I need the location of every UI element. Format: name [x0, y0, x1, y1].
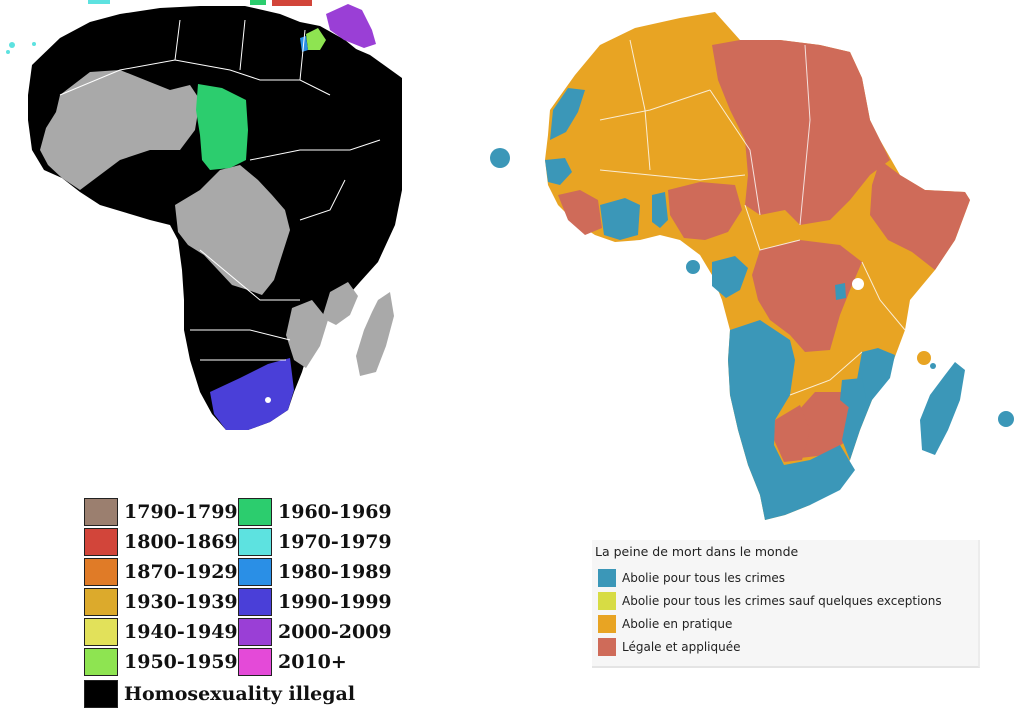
- north-africa-legal: [712, 40, 890, 225]
- right-map-borders: [599, 39, 906, 396]
- mozambique-grey: [286, 300, 328, 368]
- legend-swatch: [598, 615, 616, 633]
- rwanda-abolished: [835, 283, 846, 300]
- south-africa-1990s: [210, 358, 294, 430]
- legend-label: Légale et appliquée: [622, 640, 741, 654]
- europe-red-strip: [272, 0, 312, 6]
- europe-cyan-strip: [88, 0, 110, 4]
- island-dot: [32, 42, 36, 46]
- europe-green-strip: [250, 0, 266, 5]
- legend-label: Homosexuality illegal: [124, 683, 356, 705]
- southwest-legal: [774, 405, 810, 462]
- legend-swatch: [84, 680, 118, 708]
- legend-item: 1960-1969: [238, 497, 392, 527]
- west-africa-grey: [40, 70, 200, 190]
- legend-title: La peine de mort dans le monde: [595, 544, 799, 559]
- legend-item: 1940-1949: [84, 617, 238, 647]
- legend-item: Abolie en pratique: [598, 615, 732, 633]
- legend-label: 1950-1959: [124, 651, 238, 673]
- levant-green: [306, 28, 326, 50]
- legend-label: 1980-1989: [278, 561, 392, 583]
- left-map-borders: [59, 19, 381, 361]
- central-africa-grey: [175, 165, 290, 295]
- legend-swatch: [84, 528, 118, 556]
- homosexuality-legend: 1790-1799 1800-1869 1870-1929 1930-1939 …: [84, 497, 404, 713]
- legend-swatch: [238, 558, 272, 586]
- legend-label: Abolie pour tous les crimes: [622, 571, 786, 585]
- east-africa-grey: [322, 282, 358, 325]
- legend-item: Légale et appliquée: [598, 638, 741, 656]
- legend-swatch: [238, 648, 272, 676]
- legend-swatch: [84, 588, 118, 616]
- nigeria-legal: [668, 182, 742, 240]
- legend-label: 1870-1929: [124, 561, 238, 583]
- legend-swatch: [238, 618, 272, 646]
- legend-item: 1980-1989: [238, 557, 392, 587]
- legend-label: Abolie pour tous les crimes sauf quelque…: [622, 594, 942, 608]
- legend-label: 1960-1969: [278, 501, 392, 523]
- legend-swatch: [598, 638, 616, 656]
- middle-east-2000s: [326, 4, 376, 48]
- legend-swatch: [598, 569, 616, 587]
- central-legal: [752, 240, 862, 352]
- zimbabwe-abolished: [840, 378, 866, 410]
- legend-label: 1940-1949: [124, 621, 238, 643]
- legend-label: 1970-1979: [278, 531, 392, 553]
- legend-item: Homosexuality illegal: [84, 679, 355, 709]
- madagascar-abolished: [920, 362, 965, 455]
- gabon-abolished: [712, 256, 748, 298]
- ivory-coast-abolished: [600, 198, 640, 240]
- southern-africa-abolished: [728, 320, 855, 520]
- lake-dot: [852, 278, 864, 290]
- legend-item: Abolie pour tous les crimes sauf quelque…: [598, 592, 942, 610]
- horn-africa-legal: [870, 160, 970, 270]
- legend-swatch: [598, 592, 616, 610]
- arabia-landmass-left: [305, 30, 402, 150]
- legend-label: 1990-1999: [278, 591, 392, 613]
- mozambique-abolished: [842, 348, 895, 460]
- legend-label: 1790-1799: [124, 501, 238, 523]
- island-dot: [9, 42, 15, 48]
- cape-verde-island: [490, 148, 510, 168]
- legend-item: 1800-1869: [84, 527, 238, 557]
- legend-swatch: [84, 648, 118, 676]
- legend-label: 2000-2009: [278, 621, 392, 643]
- legend-item: 2010+: [238, 647, 347, 677]
- senegal-abolished: [545, 158, 572, 185]
- legend-swatch: [84, 618, 118, 646]
- sao-tome-island: [686, 260, 700, 274]
- legend-swatch: [238, 528, 272, 556]
- legend-item: 1930-1939: [84, 587, 238, 617]
- island-dot: [6, 50, 10, 54]
- legend-label: 1930-1939: [124, 591, 238, 613]
- seychelles-island: [930, 363, 936, 369]
- comoros-island: [917, 351, 931, 365]
- legend-item: 2000-2009: [238, 617, 392, 647]
- legend-swatch: [84, 558, 118, 586]
- legend-item: 1950-1959: [84, 647, 238, 677]
- west-coast-abolished: [550, 88, 585, 140]
- legend-item: Abolie pour tous les crimes: [598, 569, 785, 587]
- benin-abolished: [652, 192, 668, 228]
- island-dot: [265, 397, 271, 403]
- mauritius-island: [998, 411, 1014, 427]
- legend-swatch: [238, 498, 272, 526]
- death-penalty-legend: La peine de mort dans le monde Abolie po…: [592, 540, 980, 668]
- madagascar-grey: [356, 292, 394, 376]
- west-legal: [558, 190, 602, 235]
- legend-label: 1800-1869: [124, 531, 238, 553]
- legend-item: 1970-1979: [238, 527, 392, 557]
- legend-item: 1790-1799: [84, 497, 238, 527]
- legend-label: 2010+: [278, 651, 347, 673]
- chad-1960s: [196, 84, 248, 170]
- legend-swatch: [84, 498, 118, 526]
- legend-label: Abolie en pratique: [622, 617, 733, 631]
- legend-swatch: [238, 588, 272, 616]
- legend-item: 1870-1929: [84, 557, 238, 587]
- legend-item: 1990-1999: [238, 587, 392, 617]
